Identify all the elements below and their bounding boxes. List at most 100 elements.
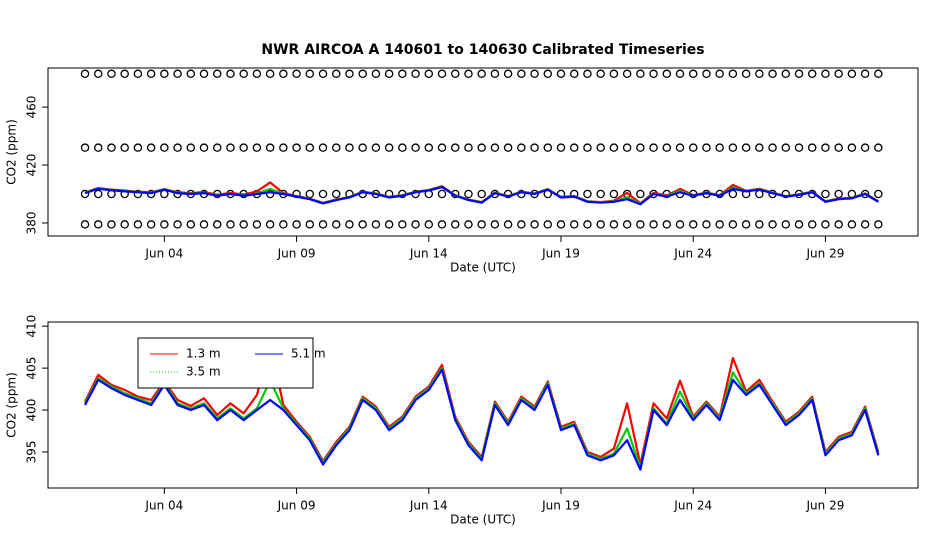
data-point (755, 220, 764, 229)
data-point (146, 143, 156, 152)
data-point (464, 69, 473, 79)
data-point (715, 220, 724, 229)
data-point (794, 69, 804, 79)
data-point (847, 69, 857, 79)
data-point (755, 189, 764, 199)
data-point (279, 143, 288, 152)
data-point (530, 143, 539, 152)
x-tick-label: Jun 29 (806, 499, 845, 513)
legend-label: 5.1 m (291, 347, 326, 361)
data-point (265, 189, 275, 199)
data-point (384, 143, 394, 152)
data-point (345, 220, 354, 229)
data-point (596, 220, 605, 229)
data-point (80, 220, 90, 229)
data-point (874, 69, 883, 79)
data-point (133, 69, 143, 79)
data-point (186, 220, 196, 229)
data-point (530, 220, 539, 229)
data-point (807, 143, 817, 152)
data-point (741, 220, 751, 229)
data-point (226, 143, 235, 152)
x-tick-label: Jun 04 (144, 247, 183, 261)
plot-frame (47, 67, 919, 237)
data-point (186, 69, 196, 79)
data-point (847, 143, 857, 152)
data-point (490, 220, 500, 229)
data-point (715, 69, 724, 79)
data-point (662, 220, 672, 229)
data-point (609, 143, 619, 152)
data-point (728, 189, 738, 199)
data-point (860, 69, 870, 79)
data-point (636, 189, 645, 199)
y-axis-label: CO2 (ppm) (5, 372, 19, 438)
x-tick-label: Jun 29 (806, 247, 845, 261)
data-point (437, 220, 447, 229)
data-point (702, 69, 711, 79)
data-point (265, 69, 275, 79)
series-line (84, 368, 880, 471)
series-line (84, 185, 879, 206)
data-point (477, 69, 486, 79)
data-point (252, 69, 262, 79)
data-point (834, 69, 843, 79)
legend-box (137, 337, 314, 389)
data-point (398, 69, 407, 79)
data-point (794, 143, 804, 152)
data-point (834, 220, 843, 229)
data-point (715, 143, 724, 152)
data-point (622, 69, 632, 79)
chart-title: NWR AIRCOA A 140601 to 140630 Calibrated… (261, 42, 704, 58)
data-point (265, 220, 275, 229)
data-point (688, 143, 698, 152)
data-point (821, 189, 830, 199)
data-point (543, 69, 553, 79)
data-point (662, 143, 672, 152)
data-point (847, 220, 857, 229)
data-point (107, 69, 116, 79)
data-point (160, 189, 169, 199)
data-point (781, 69, 791, 79)
data-point (411, 220, 420, 229)
plot-frame (47, 321, 919, 489)
x-tick-label: Jun 04 (144, 499, 183, 513)
data-point (781, 220, 791, 229)
x-axis-label: Date (UTC) (450, 513, 516, 527)
data-point (781, 143, 791, 152)
data-point (569, 69, 579, 79)
data-point (755, 69, 764, 79)
data-point (636, 69, 645, 79)
data-point (702, 143, 711, 152)
data-point (411, 143, 420, 152)
data-point (226, 69, 235, 79)
data-point (543, 220, 553, 229)
data-point (675, 220, 685, 229)
data-point (279, 220, 288, 229)
x-tick-label: Jun 19 (541, 247, 580, 261)
data-point (173, 143, 182, 152)
data-point (318, 189, 328, 199)
y-tick-label: 420 (25, 154, 39, 177)
data-point (741, 69, 751, 79)
data-point (649, 143, 658, 152)
data-point (199, 69, 209, 79)
data-point (318, 69, 328, 79)
data-point (331, 189, 341, 199)
data-point (133, 189, 143, 199)
data-point (146, 69, 156, 79)
y-tick-label: 410 (25, 315, 39, 338)
data-point (477, 220, 486, 229)
data-point (768, 69, 777, 79)
data-point (583, 220, 592, 229)
data-point (424, 69, 434, 79)
x-tick-label: Jun 09 (277, 499, 316, 513)
data-point (874, 189, 883, 199)
data-point (93, 220, 103, 229)
data-point (160, 69, 169, 79)
data-point (503, 69, 513, 79)
legend-label: 1.3 m (186, 347, 221, 361)
data-point (107, 143, 116, 152)
data-point (583, 69, 592, 79)
